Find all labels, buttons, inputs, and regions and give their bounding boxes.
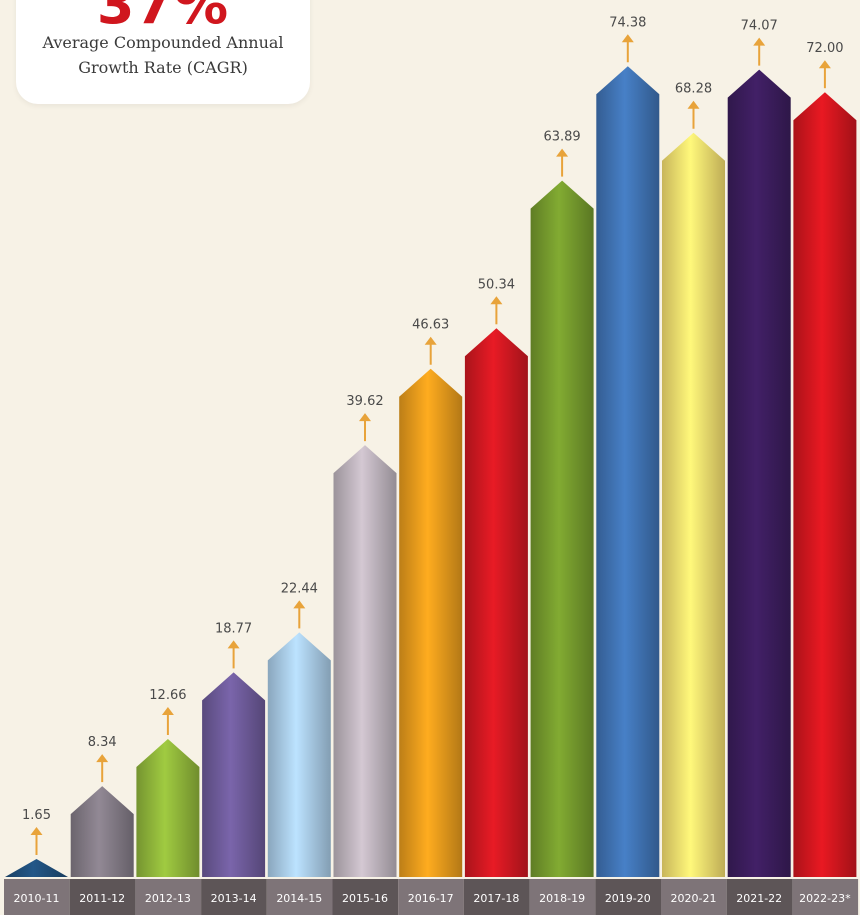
value-label: 22.44 (281, 581, 318, 596)
tick-cell (792, 879, 859, 915)
cagr-value: 37% (96, 0, 230, 36)
arrow-head-icon (96, 754, 109, 763)
arrow-head-icon (621, 34, 634, 43)
tick-label: 2020-21 (671, 892, 717, 905)
tick-cell (661, 879, 727, 915)
tick-label: 2010-11 (14, 892, 60, 905)
arrow-head-icon (687, 100, 700, 109)
tick-cell (398, 879, 464, 915)
arrow-head-icon (161, 707, 174, 716)
tick-label: 2014-15 (276, 892, 322, 905)
arrow-head-icon (556, 148, 569, 157)
tick-cell (463, 879, 530, 915)
bar-2016-17 (399, 368, 463, 877)
tick-label: 2021-22 (736, 892, 782, 905)
tick-label: 2015-16 (342, 892, 388, 905)
tick-cell (595, 879, 661, 915)
arrow-head-icon (753, 37, 766, 46)
tick-label: 2013-14 (211, 892, 257, 905)
value-label: 50.34 (478, 277, 515, 292)
cagr-card: 37% Average Compounded Annual Growth Rat… (16, 0, 310, 104)
tick-label: 2016-17 (408, 892, 454, 905)
value-label: 68.28 (675, 82, 712, 97)
bar-2014-15 (267, 632, 331, 877)
bar-2019-20 (596, 66, 660, 878)
arrow-head-icon (359, 413, 371, 422)
value-label: 1.65 (22, 808, 51, 823)
value-label: 74.07 (741, 19, 778, 34)
cagr-label: Average Compounded Annual Growth Rate (C… (42, 33, 284, 77)
tick-label: 2012-13 (145, 892, 191, 905)
bars-layer (5, 66, 857, 878)
bar-2020-21 (662, 132, 725, 878)
bar-2017-18 (464, 328, 528, 877)
tick-cell (529, 879, 596, 915)
value-label: 63.89 (543, 130, 580, 145)
tick-label: 2019-20 (605, 892, 651, 905)
tick-cell (4, 879, 70, 915)
tick-cell (266, 879, 333, 915)
value-label: 74.38 (609, 15, 646, 30)
bar-2010-11 (5, 859, 68, 877)
tick-label: 2018-19 (539, 892, 585, 905)
value-label: 39.62 (346, 394, 383, 409)
arrow-head-icon (30, 827, 43, 836)
value-labels-layer: 1.65 8.34 12.66 18.77 22.44 39.62 46.63 50.34 63… (22, 15, 844, 856)
tick-cell (69, 879, 136, 915)
bar-2018-19 (530, 180, 594, 877)
tick-label: 2017-18 (473, 892, 519, 905)
value-label: 12.66 (149, 688, 186, 703)
arrow-head-icon (424, 336, 437, 345)
tick-cell (201, 879, 267, 915)
arrow-head-icon (293, 600, 306, 609)
bar-2013-14 (202, 672, 266, 877)
arrow-head-icon (490, 296, 503, 305)
bar-2022-23* (793, 92, 857, 877)
x-axis-ticks: 2010-11 2011-12 2012-13 2013-14 2014-15 2015-… (4, 879, 859, 915)
tick-cell (135, 879, 202, 915)
value-label: 8.34 (88, 735, 117, 750)
value-label: 72.00 (806, 41, 843, 56)
bar-2015-16 (333, 445, 397, 877)
tick-cell (332, 879, 399, 915)
bar-2011-12 (70, 786, 134, 877)
tick-label: 2022-23* (799, 892, 851, 905)
arrow-head-icon (818, 60, 831, 69)
bar-2012-13 (136, 739, 200, 877)
value-label: 46.63 (412, 318, 449, 333)
tick-cell (726, 879, 793, 915)
arrow-head-icon (227, 640, 240, 649)
tick-label: 2011-12 (79, 892, 125, 905)
value-label: 18.77 (215, 621, 252, 636)
bar-2021-22 (727, 69, 791, 877)
